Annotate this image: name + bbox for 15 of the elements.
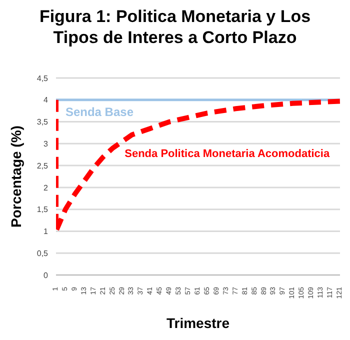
y-tick-label: 3,5	[36, 118, 49, 127]
chart-title: Figura 1: Politica Monetaria y Los Tipos de Interes a Corto Plazo	[38, 6, 312, 48]
y-tick-label: 1	[44, 227, 49, 236]
y-tick-label: 2	[44, 183, 49, 192]
series-label: Senda Base	[65, 104, 134, 119]
y-tick-label: 4	[44, 96, 49, 105]
y-tick-label: 0,5	[36, 248, 49, 258]
y-tick-label: 1,5	[36, 205, 49, 214]
x-axis-title: Trimestre	[166, 315, 230, 331]
y-tick-label: 2,5	[36, 161, 49, 170]
y-axis-title: Porcentage (%)	[8, 126, 24, 228]
y-tick-label: 3	[44, 140, 49, 149]
y-tick-label: 0	[44, 270, 49, 280]
y-tick-label: 4,5	[36, 74, 49, 83]
series-label: Senda Politica Monetaria Acomodaticia	[124, 148, 330, 160]
